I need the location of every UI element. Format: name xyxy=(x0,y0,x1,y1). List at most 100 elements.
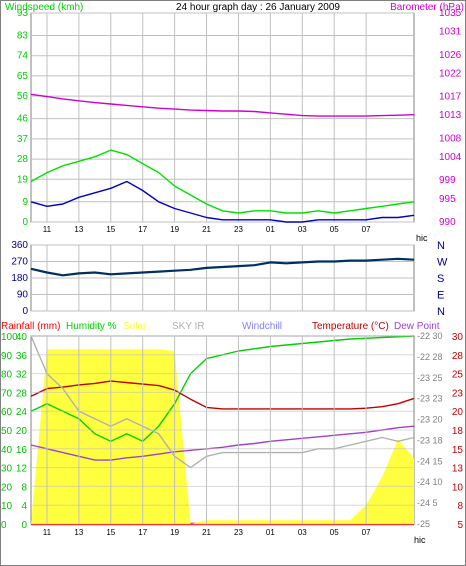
wind-grid xyxy=(31,12,414,223)
temperature-tick-28: 28 xyxy=(452,351,464,362)
windspeed-tick-37: 37 xyxy=(17,134,29,145)
wind-plot-area xyxy=(30,12,415,223)
humidity-tick-4: 4 xyxy=(21,501,27,512)
barometer-axis-ticks: 990 995 999 1004 1008 1013 1017 1022 1026 1031 103… xyxy=(439,8,462,228)
rain-tick-0: 0 xyxy=(1,520,7,531)
rain-tick-40: 40 xyxy=(1,445,13,456)
series-dew-point xyxy=(30,425,415,461)
legend-sky-ir: SKY IR xyxy=(172,321,205,332)
sky-ir-tick-2: -24 10 xyxy=(417,477,443,487)
temperature-tick-5: 5 xyxy=(457,520,463,531)
time-tick-label-21: 21 xyxy=(202,528,211,537)
weather-legend: Rainfall (mm) Humidity % Solar SKY IR Windch… xyxy=(1,321,440,332)
humidity-tick-0: 0 xyxy=(21,520,27,531)
time-tick-label-17: 17 xyxy=(138,528,147,537)
time-tick-label-07: 07 xyxy=(362,225,371,234)
sky-ir-tick-8: -22 28 xyxy=(417,352,443,362)
time-tick-label-03: 03 xyxy=(298,225,307,234)
temperature-tick-13: 13 xyxy=(452,464,464,475)
humidity-tick-36: 36 xyxy=(16,351,28,362)
windspeed-tick-28: 28 xyxy=(17,154,29,165)
barometer-axis-title: Barometer (hPa) xyxy=(390,2,464,13)
humidity-tick-24: 24 xyxy=(16,407,28,418)
legend-windchill: Windchill xyxy=(242,321,282,332)
sky-ir-tick-0: -25 xyxy=(417,519,430,529)
time-axis-ticks-bottom: 11 13 15 17 19 21 23 01 03 05 07 xyxy=(43,528,371,537)
wind-series xyxy=(30,93,415,223)
direction-tick-360: 360 xyxy=(11,240,28,251)
windspeed-tick-65: 65 xyxy=(17,71,29,82)
time-tick-label-15: 15 xyxy=(106,528,115,537)
humidity-tick-20: 20 xyxy=(16,426,28,437)
sky-ir-tick-1: -24 5 xyxy=(417,498,438,508)
time-tick-label-23: 23 xyxy=(234,528,243,537)
rain-tick-70: 70 xyxy=(1,388,13,399)
series-solar xyxy=(31,349,414,524)
time-tick-label-15: 15 xyxy=(106,225,115,234)
time-tick-label-03: 03 xyxy=(298,528,307,537)
time-tick-label-21: 21 xyxy=(202,225,211,234)
rain-tick-20: 20 xyxy=(1,482,13,493)
direction-degree-ticks: 0 90 180 270 360 xyxy=(11,240,28,317)
time-tick-label-23: 23 xyxy=(234,225,243,234)
time-unit-label-bottom: hic xyxy=(414,535,426,545)
rain-tick-60: 60 xyxy=(1,407,13,418)
windspeed-tick-9: 9 xyxy=(22,197,28,208)
compass-tick-N: N xyxy=(437,240,445,252)
temperature-tick-15: 15 xyxy=(452,445,464,456)
time-tick-label-13: 13 xyxy=(74,225,83,234)
rain-tick-90: 90 xyxy=(1,351,13,362)
compass-tick-E: E xyxy=(437,290,444,302)
series-windspeed-gust xyxy=(30,149,415,214)
series-barometer xyxy=(30,93,415,117)
series-windspeed-average xyxy=(30,180,415,223)
sky-ir-tick-7: -23 25 xyxy=(417,373,443,383)
compass-tick-W: W xyxy=(437,257,448,269)
barometer-tick-1022: 1022 xyxy=(439,68,462,79)
windspeed-tick-93: 93 xyxy=(17,8,29,19)
humidity-tick-12: 12 xyxy=(16,464,28,475)
time-tick-label-07: 07 xyxy=(362,528,371,537)
rain-tick-100: 100 xyxy=(1,332,18,343)
windspeed-axis-ticks: 0 9 19 28 37 46 56 65 74 83 93 xyxy=(17,8,29,228)
time-tick-label-01: 01 xyxy=(266,528,275,537)
windspeed-tick-46: 46 xyxy=(17,114,29,125)
sky-ir-tick-6: -23 23 xyxy=(417,394,443,404)
time-tick-label-05: 05 xyxy=(330,225,339,234)
barometer-tick-1035: 1035 xyxy=(439,8,462,19)
windspeed-tick-56: 56 xyxy=(17,91,29,102)
humidity-tick-40: 40 xyxy=(16,332,28,343)
temperature-tick-20: 20 xyxy=(452,407,464,418)
series-sky-ir xyxy=(30,335,415,469)
weather-grid xyxy=(31,335,414,525)
rain-tick-80: 80 xyxy=(1,370,13,381)
windspeed-tick-74: 74 xyxy=(17,51,29,62)
temperature-tick-18: 18 xyxy=(452,426,464,437)
series-temperature-c- xyxy=(30,380,415,410)
humidity-tick-32: 32 xyxy=(16,370,28,381)
barometer-tick-1013: 1013 xyxy=(439,110,462,121)
time-axis-ticks-top: 11 13 15 17 19 21 23 01 03 05 07 xyxy=(43,225,371,234)
compass-tick-S: S xyxy=(437,273,444,285)
windspeed-axis-title: Windspeed (kmh) xyxy=(5,2,83,13)
barometer-tick-1026: 1026 xyxy=(439,50,462,61)
barometer-tick-995: 995 xyxy=(439,194,456,205)
sky-ir-tick-5: -23 20 xyxy=(417,415,443,425)
temperature-tick-30: 30 xyxy=(452,332,464,343)
barometer-tick-1031: 1031 xyxy=(439,27,462,38)
direction-tick-180: 180 xyxy=(11,273,28,284)
sky-ir-tick-3: -24 15 xyxy=(417,456,443,466)
barometer-tick-1017: 1017 xyxy=(439,92,462,103)
time-tick-label-13: 13 xyxy=(74,528,83,537)
direction-series xyxy=(30,257,415,277)
time-tick-label-19: 19 xyxy=(170,225,179,234)
series-wind-direction xyxy=(30,257,415,277)
direction-tick-0: 0 xyxy=(22,306,28,317)
barometer-tick-999: 999 xyxy=(439,175,456,186)
legend-rainfall-mm-: Rainfall (mm) xyxy=(1,321,60,332)
time-tick-label-17: 17 xyxy=(138,225,147,234)
